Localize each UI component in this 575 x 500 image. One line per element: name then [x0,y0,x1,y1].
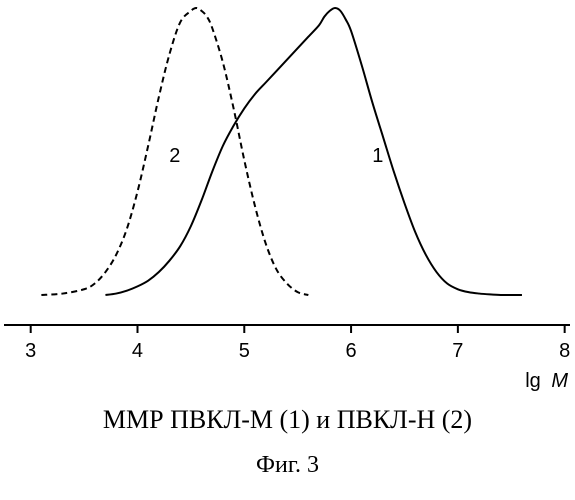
x-tick-label: 7 [452,340,463,362]
series-labels-group: 12 [169,145,383,167]
x-tick-label: 4 [132,340,143,362]
x-axis-title-variable: M [551,370,568,392]
series-1-label: 1 [372,145,383,167]
series-1-curve [105,8,521,295]
x-axis-title-text: lg [525,370,541,392]
figure-number: Фиг. 3 [0,452,575,479]
figure-caption: ММР ПВКЛ-М (1) и ПВКЛ-Н (2) [0,405,575,435]
x-tick-label: 6 [346,340,357,362]
x-ticks-group: 3 4 5 6 7 8 [25,325,570,362]
x-tick-label: 5 [239,340,250,362]
curves-group [41,8,522,295]
x-tick-label: 8 [559,340,570,362]
series-2-label: 2 [169,145,180,167]
x-tick-label: 3 [25,340,36,362]
chart: 345678 12 lg M [0,0,575,400]
x-axis-title: lg M [525,370,568,392]
